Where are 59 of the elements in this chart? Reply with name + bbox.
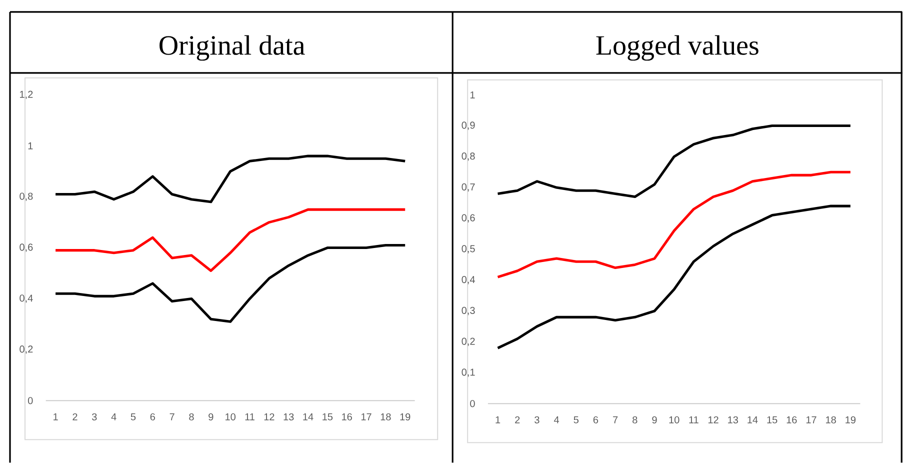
x-tick-label: 13 xyxy=(284,413,294,420)
x-tick-label: 2 xyxy=(515,416,520,424)
x-tick-label: 14 xyxy=(303,413,314,420)
y-tick-label: 0,5 xyxy=(462,244,475,254)
x-tick-label: 14 xyxy=(748,416,758,424)
x-tick-label: 16 xyxy=(342,413,352,420)
x-tick-label: 6 xyxy=(593,416,598,424)
y-tick-label: 0,6 xyxy=(462,214,475,222)
y-tick-label: 1 xyxy=(470,91,475,98)
y-tick-label: 0,6 xyxy=(20,243,33,252)
x-tick-label: 8 xyxy=(189,413,194,420)
y-tick-label: 0,4 xyxy=(20,294,33,303)
x-tick-label: 19 xyxy=(846,416,856,424)
x-tick-label: 10 xyxy=(669,416,680,424)
x-tick-label: 19 xyxy=(400,413,410,420)
x-tick-label: 12 xyxy=(708,416,718,424)
y-tick-label: 0,8 xyxy=(462,152,475,161)
x-tick-label: 7 xyxy=(170,413,174,420)
x-tick-label: 7 xyxy=(613,416,618,424)
chart-title: Logged values xyxy=(596,35,758,60)
x-tick-label: 3 xyxy=(534,416,540,424)
x-tick-label: 5 xyxy=(574,416,578,424)
y-tick-label: 0 xyxy=(28,396,33,404)
y-tick-label: 1 xyxy=(28,142,33,150)
x-tick-label: 17 xyxy=(361,413,372,420)
y-tick-label: 0,7 xyxy=(462,183,475,192)
x-tick-label: 17 xyxy=(806,416,816,424)
x-tick-label: 16 xyxy=(786,416,797,424)
y-tick-label: 0,2 xyxy=(462,338,475,346)
x-tick-label: 1 xyxy=(54,413,58,420)
x-tick-label: 11 xyxy=(689,416,698,424)
x-tick-label: 4 xyxy=(111,413,116,420)
y-tick-label: 0,8 xyxy=(20,192,33,201)
x-tick-label: 8 xyxy=(632,416,638,424)
y-tick-label: 1,2 xyxy=(20,90,33,99)
y-tick-label: 0,9 xyxy=(462,121,475,130)
x-tick-label: 13 xyxy=(728,416,738,424)
x-tick-label: 12 xyxy=(264,413,274,420)
x-tick-label: 15 xyxy=(322,413,333,420)
x-tick-label: 18 xyxy=(380,413,391,420)
x-tick-label: 10 xyxy=(226,413,236,420)
y-tick-label: 0,1 xyxy=(462,368,475,377)
y-tick-label: 0,3 xyxy=(462,306,475,315)
x-tick-label: 6 xyxy=(150,413,155,420)
x-tick-label: 4 xyxy=(554,416,560,424)
x-tick-label: 3 xyxy=(92,413,97,420)
x-tick-label: 9 xyxy=(652,416,657,424)
line-series xyxy=(496,170,852,278)
chart-title: Original data xyxy=(160,35,305,60)
x-tick-label: 11 xyxy=(245,413,254,420)
y-tick-label: 0,2 xyxy=(20,345,33,354)
y-tick-label: 0,4 xyxy=(462,276,475,284)
x-tick-label: 2 xyxy=(72,413,78,420)
x-tick-label: 9 xyxy=(208,413,214,420)
x-tick-label: 18 xyxy=(826,416,836,424)
x-tick-label: 1 xyxy=(496,416,500,424)
y-tick-label: 0 xyxy=(470,400,475,407)
x-tick-label: 15 xyxy=(767,416,778,424)
x-tick-label: 5 xyxy=(130,413,136,420)
